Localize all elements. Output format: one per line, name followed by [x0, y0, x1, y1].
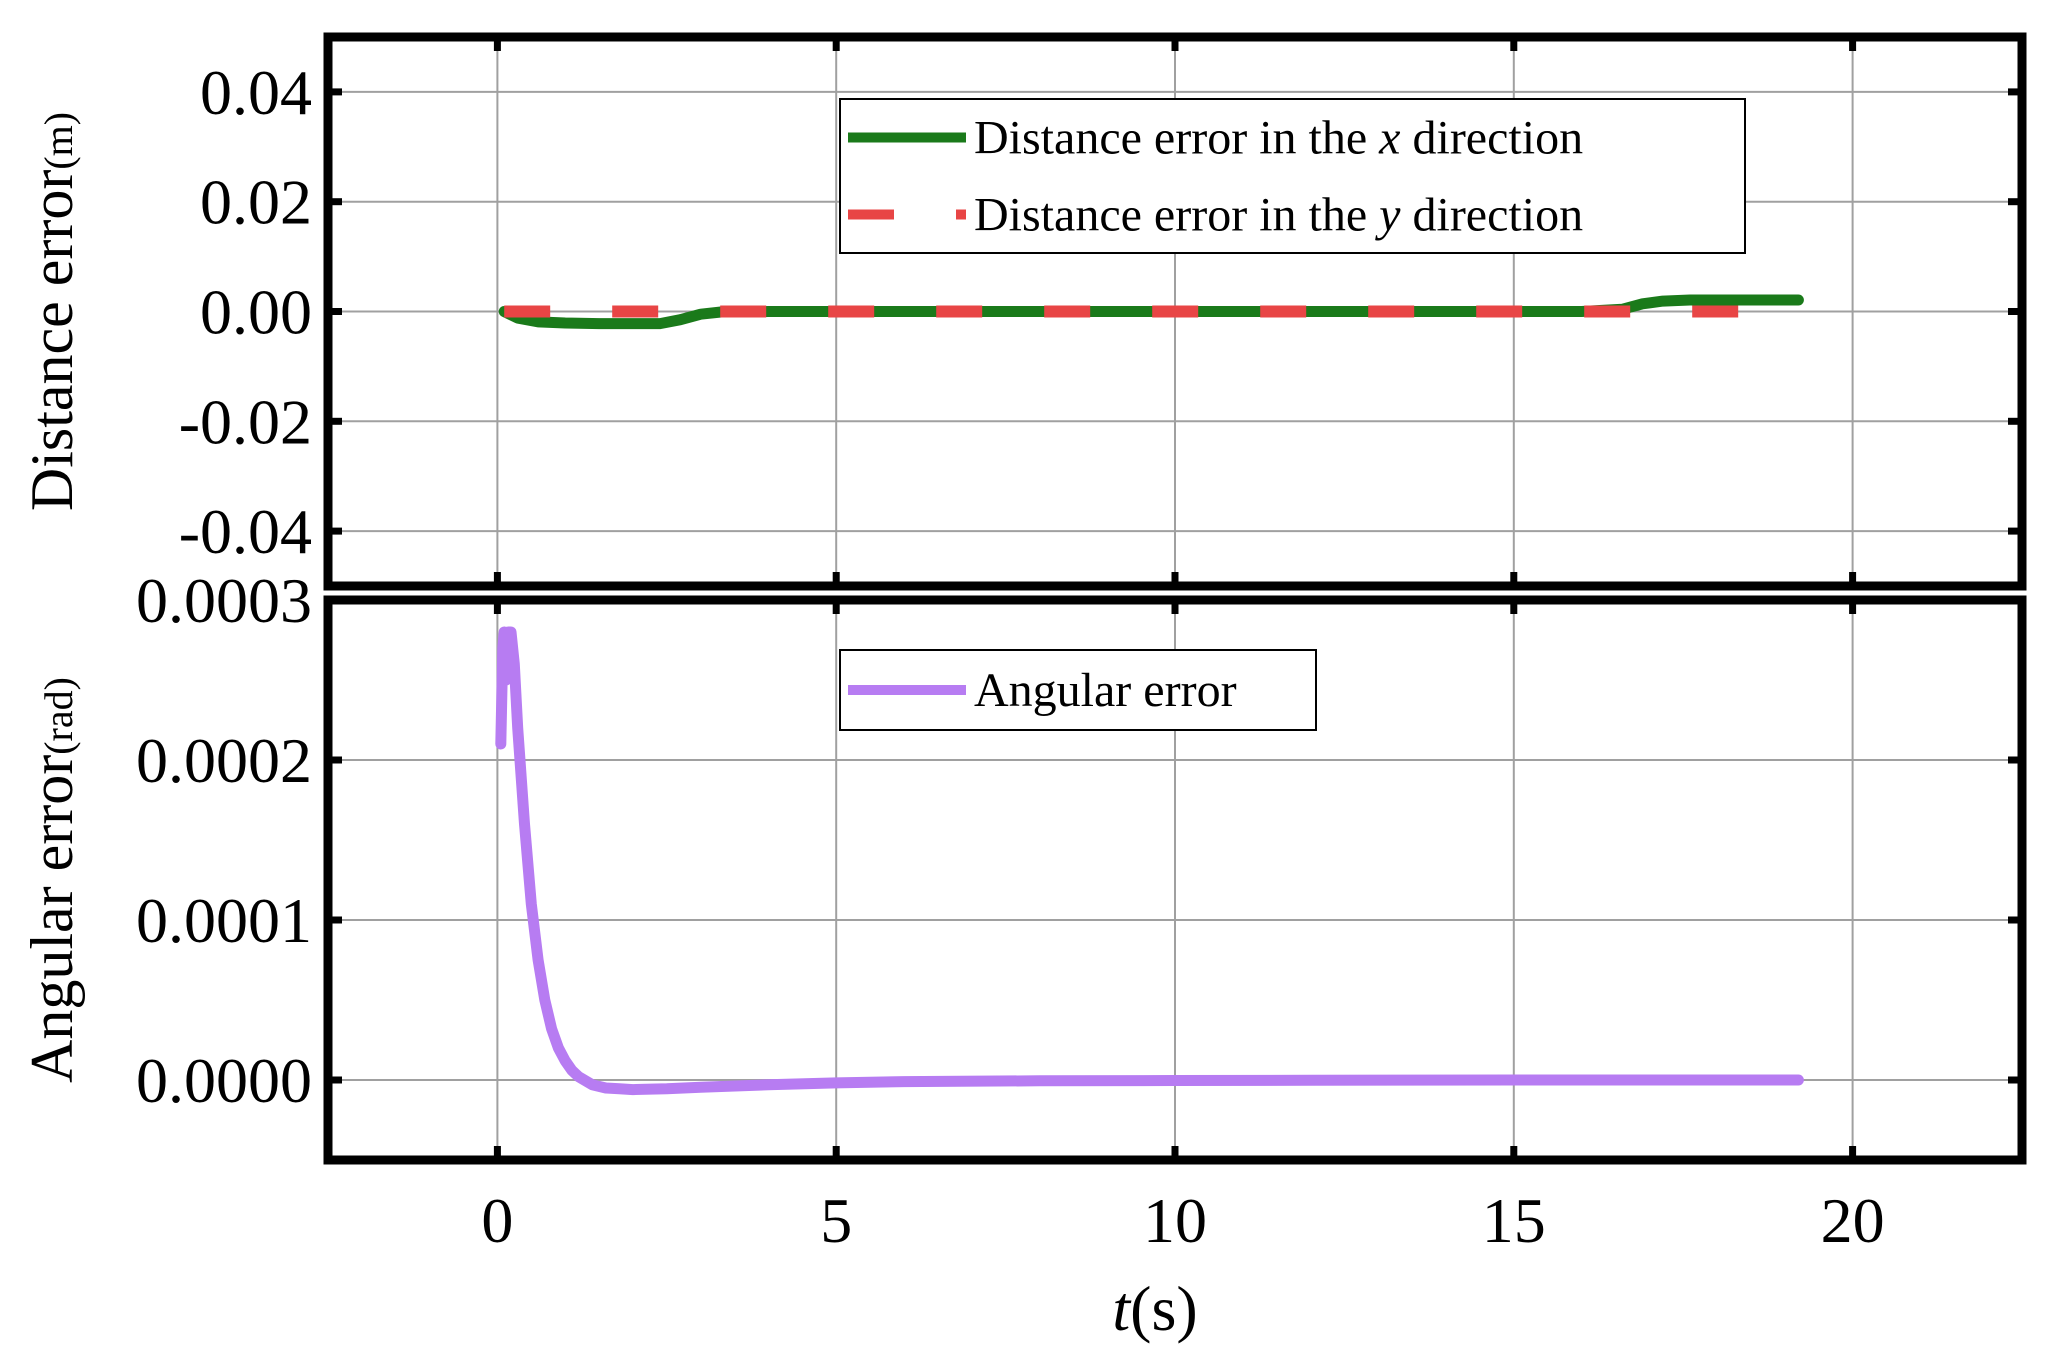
y-tick-label: 0.0000	[136, 1045, 312, 1116]
y-tick-label: 0.00	[200, 277, 312, 348]
legend: Distance error in the x direction Distanc…	[839, 98, 1746, 254]
panel-2: 0.0003 0.0002 0.0001 0.0000 0 5 10 15 20 Angular …	[19, 565, 2027, 1344]
legend-label-1: Distance error in the x direction	[974, 112, 1583, 165]
y-tick-label: -0.02	[179, 386, 312, 457]
x-tick-label: 15	[1482, 1185, 1546, 1256]
y-tick-label: 0.0001	[136, 885, 312, 956]
legend-label-1: Angular error	[974, 664, 1237, 717]
series-line-1	[495, 626, 1804, 1096]
x-axis-label: t(s)	[1112, 1273, 1197, 1344]
y-tick-label: 0.0002	[136, 725, 312, 796]
legend: Angular error	[839, 649, 1317, 731]
y-tick-label: 0.02	[200, 167, 312, 238]
x-tick-label: 20	[1821, 1185, 1885, 1256]
x-tick-label: 0	[481, 1185, 513, 1256]
panel-1: 0.04 0.02 0.00 -0.02 -0.04 Distance error(m) D…	[19, 32, 2027, 591]
y-axis-label: Distance error(m)	[19, 112, 85, 511]
legend-box	[839, 98, 1746, 254]
y-tick-label: -0.04	[179, 496, 312, 567]
y-axis-label: Angular error(rad)	[19, 677, 85, 1083]
y-tick-label: 0.0003	[136, 565, 312, 636]
legend-label-2: Distance error in the y direction	[974, 189, 1583, 242]
x-tick-label: 5	[820, 1185, 852, 1256]
y-tick-label: 0.04	[200, 57, 312, 128]
x-tick-label: 10	[1143, 1185, 1207, 1256]
